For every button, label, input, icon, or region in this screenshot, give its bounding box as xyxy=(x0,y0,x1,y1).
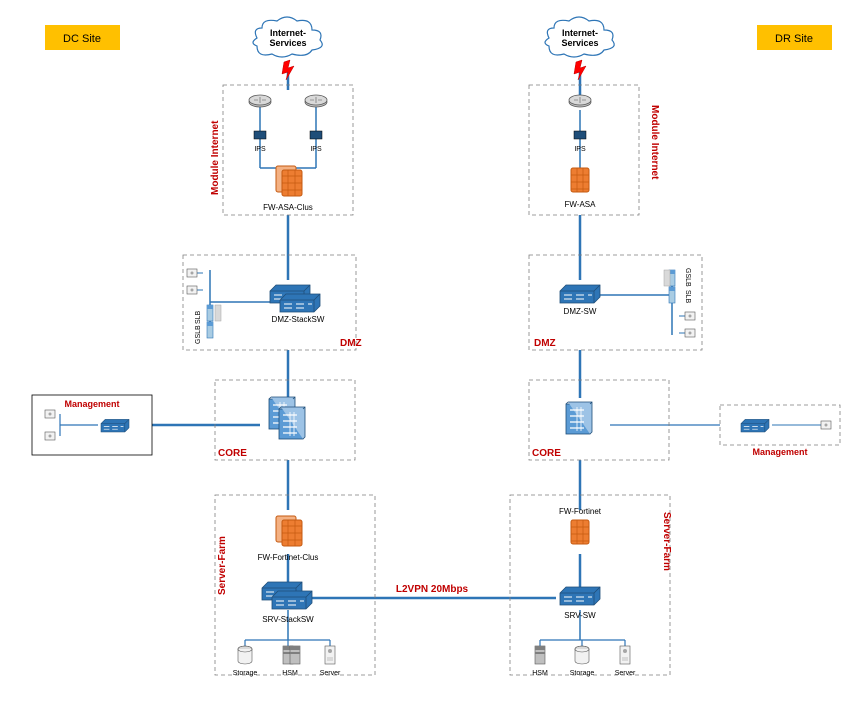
server-icon xyxy=(325,646,335,664)
server-farm-label: Server-Farm xyxy=(661,512,672,571)
dr-server-farm: Server-Farm FW-Fortinet SRV-SW HSM Stora… xyxy=(510,495,672,677)
dc-core: CORE xyxy=(215,380,355,460)
server-label: Server xyxy=(615,670,636,677)
dmz-label: DMZ xyxy=(534,338,556,349)
server-small-icon xyxy=(821,421,831,429)
dr-site-badge: DR Site xyxy=(757,25,832,50)
storage-icon xyxy=(575,646,589,664)
gslb-icon xyxy=(669,287,675,303)
dc-server-farm: Server-Farm FW-Fortinet-Clus SRV-StackSW… xyxy=(215,495,375,677)
fw-fortinet-clus-label: FW-Fortinet-Clus xyxy=(258,553,319,562)
management-label: Management xyxy=(64,399,119,409)
gslb-label: GSLB xyxy=(195,325,202,344)
server-small-icon xyxy=(45,410,55,418)
dmz-stacksw-label: DMZ-StackSW xyxy=(272,315,325,324)
network-diagram: DC Site DR Site Internet-Services Intern… xyxy=(0,0,845,727)
dmz-sw-label: DMZ-SW xyxy=(564,307,597,316)
bolt-icon xyxy=(282,60,294,80)
module-internet-label: Module Internet xyxy=(649,105,660,180)
hsm-label: HSM xyxy=(532,670,548,677)
server-small-icon xyxy=(187,286,197,294)
server-label: Server xyxy=(320,670,341,677)
dc-internet-cloud: Internet-Services xyxy=(253,17,322,57)
slb-icon xyxy=(207,305,213,321)
svg-text:Internet-Services: Internet-Services xyxy=(269,28,306,48)
hsm-icon xyxy=(290,646,300,664)
fw-fortinet-label: FW-Fortinet xyxy=(559,507,602,516)
module-internet-label: Module Internet xyxy=(210,120,221,195)
switch-icon xyxy=(270,285,320,312)
dr-module-internet: Module Internet IPS FW-ASA xyxy=(529,85,660,215)
dc-site-badge: DC Site xyxy=(45,25,120,50)
dmz-label: DMZ xyxy=(340,338,362,349)
switch-icon xyxy=(741,419,769,432)
server-farm-label: Server-Farm xyxy=(217,536,228,595)
gslb-label: GSLB xyxy=(684,268,691,287)
ips-icon xyxy=(254,131,266,139)
core-switch-icon xyxy=(269,397,305,439)
switch-icon xyxy=(262,582,312,609)
svg-text:Internet-Services: Internet-Services xyxy=(561,28,598,48)
dr-internet-cloud: Internet-Services xyxy=(545,17,614,57)
dr-dmz: DMZ DMZ-SW GSLB SLB xyxy=(529,255,702,350)
management-label: Management xyxy=(752,447,807,457)
ips-icon xyxy=(574,131,586,139)
hsm-label: HSM xyxy=(282,670,298,677)
core-switch-icon xyxy=(566,402,592,434)
ips-icon xyxy=(310,131,322,139)
slb-label: SLB xyxy=(684,290,691,304)
dc-site-label: DC Site xyxy=(63,33,101,45)
fw-asa-label: FW-ASA xyxy=(565,200,597,209)
storage-label: Storage xyxy=(570,670,595,677)
server-small-icon xyxy=(685,329,695,337)
switch-icon xyxy=(560,587,600,605)
srv-stacksw-label: SRV-StackSW xyxy=(262,615,314,624)
links xyxy=(60,70,822,650)
firewall-icon xyxy=(276,516,302,546)
ips-label: IPS xyxy=(310,146,322,153)
dr-core: CORE xyxy=(529,380,669,460)
bolt-icon xyxy=(574,60,586,80)
firewall-icon xyxy=(571,520,589,544)
router-icon xyxy=(569,95,591,107)
storage-icon xyxy=(238,646,252,664)
firewall-icon xyxy=(571,168,589,192)
switch-icon xyxy=(101,419,129,432)
srv-sw-label: SRV-SW xyxy=(564,611,596,620)
l2vpn-label: L2VPN 20Mbps xyxy=(396,584,469,595)
slb-label: SLB xyxy=(195,310,202,324)
server-small-icon xyxy=(685,312,695,320)
dc-module-internet: Module Internet IPS IPS FW-ASA-Clus xyxy=(210,85,353,215)
fw-asa-clus-label: FW-ASA-Clus xyxy=(263,203,313,212)
dr-management: Management xyxy=(720,405,840,457)
core-label: CORE xyxy=(532,448,561,459)
server-small-icon xyxy=(187,269,197,277)
server-small-icon xyxy=(45,432,55,440)
gslb-icon xyxy=(207,322,213,338)
ips-label: IPS xyxy=(254,146,266,153)
switch-icon xyxy=(560,285,600,303)
server-icon xyxy=(620,646,630,664)
router-icon xyxy=(249,95,271,107)
hsm-icon xyxy=(535,646,545,664)
router-icon xyxy=(305,95,327,107)
dr-site-label: DR Site xyxy=(775,33,813,45)
ips-label: IPS xyxy=(574,146,586,153)
firewall-icon xyxy=(276,166,302,196)
core-label: CORE xyxy=(218,448,247,459)
storage-label: Storage xyxy=(233,670,258,677)
